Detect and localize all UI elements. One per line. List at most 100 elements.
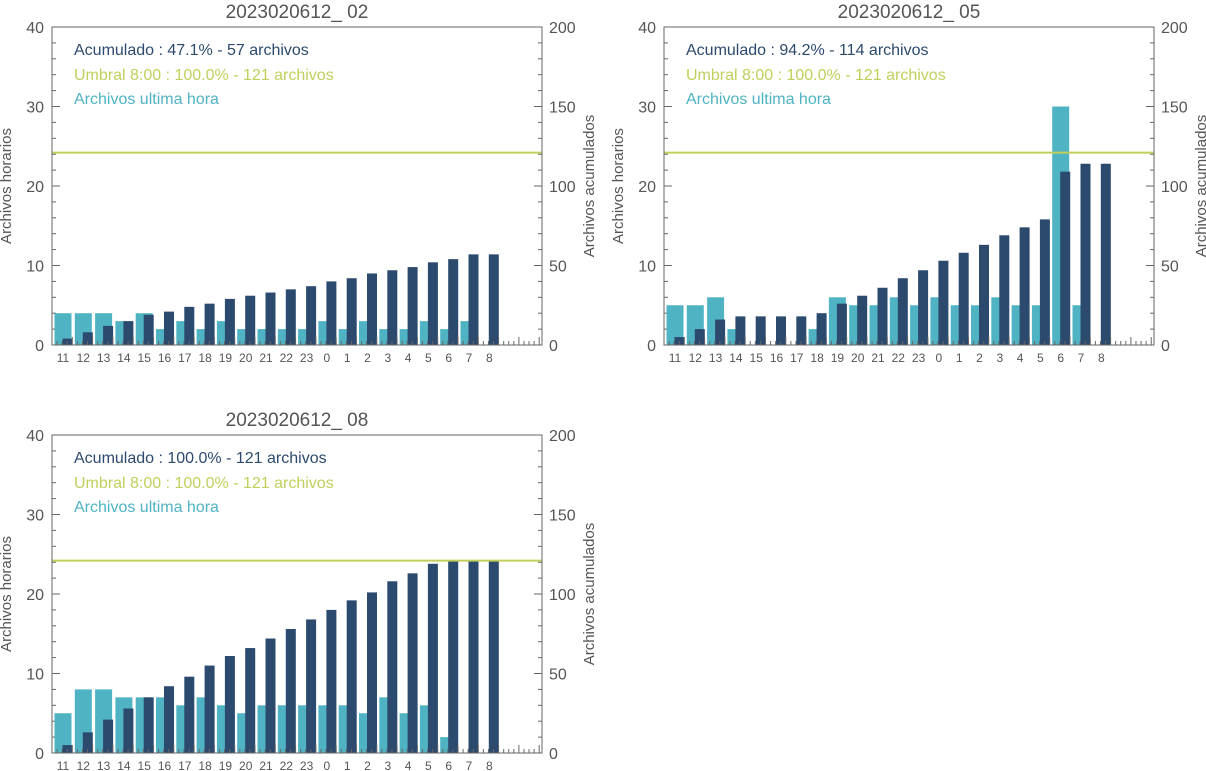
y-tick-label-left: 10 bbox=[638, 259, 656, 276]
bar-cumulative bbox=[326, 281, 337, 345]
bar-cumulative bbox=[468, 254, 479, 345]
y-tick-label-right: 0 bbox=[1161, 338, 1170, 355]
x-tick-label: 4 bbox=[405, 351, 412, 365]
x-tick-label: 17 bbox=[178, 759, 192, 771]
x-tick-label: 15 bbox=[138, 351, 152, 365]
y-tick-label-left: 0 bbox=[35, 338, 44, 355]
bar-hourly bbox=[54, 713, 72, 753]
x-tick-label: 19 bbox=[219, 351, 233, 365]
bar-cumulative bbox=[164, 311, 174, 345]
x-tick-label: 21 bbox=[259, 351, 273, 365]
x-tick-label: 14 bbox=[117, 351, 131, 365]
y-tick-label-left: 10 bbox=[26, 259, 44, 276]
y-axis-label-left: Archivos horarios bbox=[0, 128, 15, 244]
y-tick-label-right: 150 bbox=[549, 100, 576, 117]
legend-hourly: Archivos ultima hora bbox=[686, 91, 831, 108]
chart-panel-08: 2023020612_ 08 Archivos horarios Archivos … bbox=[0, 410, 598, 771]
bar-cumulative bbox=[306, 286, 317, 345]
bar-cumulative bbox=[796, 316, 807, 345]
y-tick-label-left: 20 bbox=[26, 179, 44, 196]
x-tick-label: 5 bbox=[1037, 351, 1044, 365]
x-tick-label: 0 bbox=[324, 351, 331, 365]
x-tick-label: 18 bbox=[198, 759, 212, 771]
x-tick-label: 8 bbox=[486, 759, 493, 771]
legend-hourly: Archivos ultima hora bbox=[74, 499, 219, 516]
legend-cumulative: Acumulado : 94.2% - 114 archivos bbox=[686, 42, 929, 59]
bar-cumulative bbox=[488, 254, 499, 345]
x-tick-label: 11 bbox=[57, 351, 70, 365]
bar-cumulative bbox=[1039, 219, 1050, 345]
x-tick-label: 21 bbox=[259, 759, 273, 771]
bar-cumulative bbox=[285, 289, 296, 345]
x-tick-label: 1 bbox=[344, 351, 351, 365]
bar-cumulative bbox=[1060, 171, 1071, 345]
x-tick-label: 12 bbox=[77, 351, 91, 365]
x-tick-label: 19 bbox=[219, 759, 233, 771]
x-tick-label: 23 bbox=[300, 351, 314, 365]
y-tick-label-right: 200 bbox=[549, 20, 576, 37]
y-tick-label-right: 50 bbox=[549, 667, 567, 684]
bar-cumulative bbox=[143, 314, 154, 345]
bar-hourly bbox=[54, 313, 72, 345]
x-tick-label: 2 bbox=[976, 351, 983, 365]
bar-cumulative bbox=[958, 252, 969, 345]
bar-cumulative bbox=[204, 665, 215, 753]
bar-cumulative bbox=[103, 719, 114, 753]
x-tick-label: 8 bbox=[486, 351, 493, 365]
x-tick-label: 3 bbox=[384, 759, 391, 771]
y-tick-label-left: 30 bbox=[26, 100, 44, 117]
legend-threshold: Umbral 8:00 : 100.0% - 121 archivos bbox=[74, 67, 334, 84]
x-tick-label: 22 bbox=[280, 759, 294, 771]
x-tick-label: 13 bbox=[97, 351, 111, 365]
chart-title: 2023020612_ 05 bbox=[838, 2, 981, 23]
x-tick-label: 1 bbox=[956, 351, 963, 365]
x-tick-label: 7 bbox=[1078, 351, 1085, 365]
x-tick-label: 17 bbox=[178, 351, 192, 365]
x-tick-label: 15 bbox=[750, 351, 764, 365]
x-tick-label: 0 bbox=[324, 759, 331, 771]
bar-cumulative bbox=[346, 278, 357, 345]
x-tick-label: 3 bbox=[996, 351, 1003, 365]
y-tick-label-right: 100 bbox=[1161, 179, 1188, 196]
bar-cumulative bbox=[488, 560, 499, 753]
chart-panel-05: 2023020612_ 05 Archivos horarios Archivos … bbox=[610, 2, 1206, 365]
y-tick-label-left: 30 bbox=[638, 100, 656, 117]
y-axis-label-left: Archivos horarios bbox=[0, 536, 15, 652]
x-tick-label: 13 bbox=[97, 759, 111, 771]
x-tick-label: 16 bbox=[158, 759, 172, 771]
bar-cumulative bbox=[877, 287, 888, 345]
x-tick-label: 16 bbox=[770, 351, 784, 365]
bar-cumulative bbox=[184, 676, 195, 753]
bar-cumulative bbox=[184, 306, 195, 345]
bar-cumulative bbox=[306, 619, 317, 753]
bar-cumulative bbox=[755, 316, 766, 345]
bar-cumulative bbox=[123, 321, 134, 345]
x-tick-label: 4 bbox=[405, 759, 412, 771]
bar-cumulative bbox=[285, 628, 296, 753]
bar-cumulative bbox=[387, 270, 398, 345]
bar-cumulative bbox=[82, 732, 93, 753]
y-tick-label-left: 40 bbox=[26, 20, 44, 37]
x-tick-label: 17 bbox=[790, 351, 804, 365]
bar-cumulative bbox=[82, 332, 93, 345]
x-tick-label: 16 bbox=[158, 351, 172, 365]
x-tick-label: 22 bbox=[892, 351, 906, 365]
bar-cumulative bbox=[938, 260, 949, 345]
x-tick-label: 6 bbox=[445, 759, 452, 771]
x-tick-label: 14 bbox=[117, 759, 131, 771]
bar-cumulative bbox=[326, 609, 337, 753]
y-tick-label-right: 50 bbox=[549, 259, 567, 276]
x-tick-label: 11 bbox=[669, 351, 682, 365]
bar-cumulative bbox=[448, 259, 459, 345]
x-tick-label: 20 bbox=[851, 351, 865, 365]
y-tick-label-right: 200 bbox=[549, 428, 576, 445]
plot-frame bbox=[51, 434, 543, 754]
x-tick-label: 3 bbox=[384, 351, 391, 365]
y-tick-label-right: 200 bbox=[1161, 20, 1188, 37]
x-tick-label: 18 bbox=[810, 351, 824, 365]
bar-cumulative bbox=[346, 600, 357, 753]
chart-title: 2023020612_ 08 bbox=[226, 410, 369, 431]
bar-cumulative bbox=[367, 592, 377, 753]
y-tick-label-left: 20 bbox=[638, 179, 656, 196]
y-tick-label-right: 50 bbox=[1161, 259, 1179, 276]
